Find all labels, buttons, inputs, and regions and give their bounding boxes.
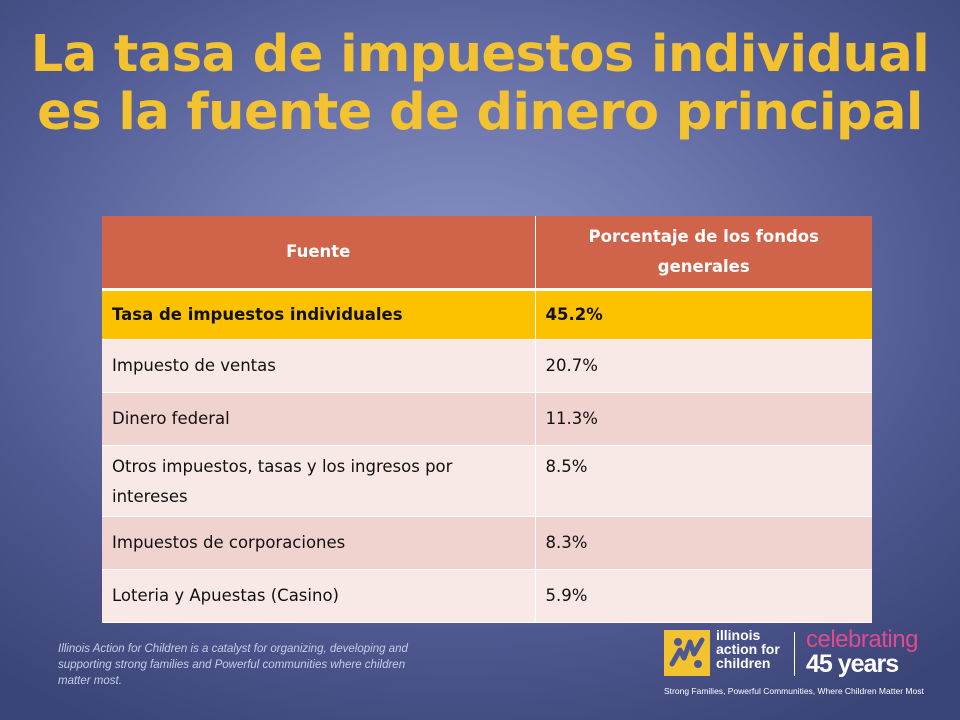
table-row: Tasa de impuestos individuales 45.2% [102,289,872,340]
table-cell-percentage: 11.3% [535,392,872,446]
table-cell-percentage: 5.9% [535,569,872,623]
hands-icon [669,637,705,668]
table-cell-source: Impuesto de ventas [102,339,536,393]
table-cell-source: Loteria y Apuestas (Casino) [102,569,536,623]
table-header-row: Fuente Porcentaje de los fondos generale… [102,216,872,291]
table-row: Loteria y Apuestas (Casino) 5.9% [102,569,872,623]
logo-anniversary: 45 years [806,650,899,678]
slide-title-line-2: es la fuente de dinero principal [37,83,923,142]
table-row: Otros impuestos, tasas y los ingresos po… [102,445,872,517]
logo-wordmark: illinois action for children [716,628,806,670]
logo-tagline: Strong Families, Powerful Communities, W… [664,686,924,696]
logo-name-line-2: action for [716,641,780,657]
organization-statement: Illinois Action for Children is a cataly… [58,643,408,687]
table-cell-source: Otros impuestos, tasas y los ingresos po… [102,445,536,517]
children-logo-icon [664,630,710,676]
table-row: Impuestos de corporaciones 8.3% [102,516,872,570]
column-header-fuente: Fuente [102,216,536,291]
table-cell-percentage: 8.5% [535,445,872,517]
table-row: Impuesto de ventas 20.7% [102,339,872,393]
table-cell-source: Dinero federal [102,392,536,446]
table-row: Dinero federal 11.3% [102,392,872,446]
logo-divider [794,632,795,676]
organization-logo: illinois action for children celebrating… [664,628,944,698]
slide-title-line-1: La tasa de impuestos individual [30,25,930,84]
table-cell-percentage: 20.7% [535,339,872,393]
table-cell-source: Tasa de impuestos individuales [102,289,536,340]
table-cell-source: Impuestos de corporaciones [102,516,536,570]
column-header-porcentaje: Porcentaje de los fondos generales [535,216,872,291]
table-cell-percentage: 45.2% [535,289,872,340]
logo-name-line-3: children [716,655,771,671]
revenue-sources-table: Fuente Porcentaje de los fondos generale… [102,216,872,623]
slide-title: La tasa de impuestos individual es la fu… [0,26,960,142]
logo-name-line-1: illinois [716,627,761,643]
table-cell-percentage: 8.3% [535,516,872,570]
logo-celebrating: celebrating [806,626,918,653]
